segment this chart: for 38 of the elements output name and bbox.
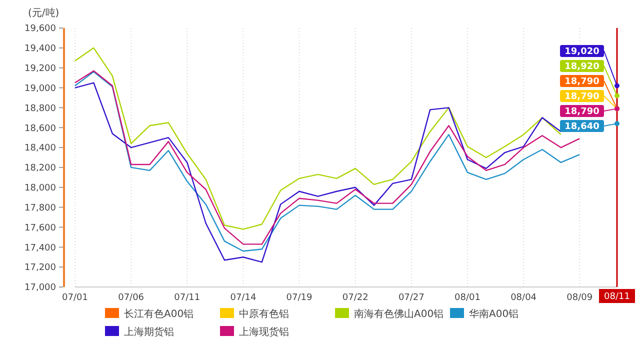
legend-label: 上海现货铝 [239,326,289,338]
y-tick-label: 18,600 [24,124,56,134]
y-tick-label: 19,000 [24,84,56,94]
data-label: 18,790 [564,92,600,102]
x-tick-label: 07/27 [398,293,424,303]
data-label: 19,020 [564,47,600,57]
y-tick-label: 19,200 [24,64,56,74]
y-tick-label: 17,400 [24,243,56,254]
legend-label: 华南A00铝 [469,308,519,320]
data-label: 18,790 [564,107,600,117]
legend-label: 南海有色佛山A00铝 [354,308,444,320]
x-tick-label: 07/01 [62,293,88,303]
x-tick-label: 07/19 [286,293,313,303]
data-label: 18,790 [564,77,600,87]
data-label: 18,920 [564,62,600,72]
y-tick-label: 17,000 [24,283,56,294]
y-tick-label: 18,400 [24,144,56,154]
x-tick-label: 07/22 [342,293,368,303]
y-tick-label: 18,800 [24,104,56,114]
legend-label: 长江有色A00铝 [124,308,194,320]
x-tick-label: 07/06 [118,293,144,303]
x-tick-label: 08/11 [604,292,630,302]
x-tick-label: 07/11 [174,293,200,303]
y-tick-label: 18,200 [24,164,56,174]
x-tick-label: 08/09 [566,293,593,303]
y-axis-title: (元/吨) [28,7,60,19]
data-label: 18,640 [564,122,600,132]
x-tick-label: 08/01 [454,293,480,303]
y-tick-label: 19,400 [24,44,56,54]
legend-label: 上海期货铝 [124,326,174,338]
y-tick-label: 17,200 [24,263,56,274]
x-tick-label: 07/14 [230,293,256,303]
y-tick-label: 18,000 [24,184,56,194]
x-tick-label: 08/04 [510,293,537,303]
y-tick-label: 17,800 [24,203,56,214]
legend-label: 中原有色铝 [239,308,289,320]
y-tick-label: 19,600 [24,24,56,34]
y-tick-label: 17,600 [24,223,56,234]
